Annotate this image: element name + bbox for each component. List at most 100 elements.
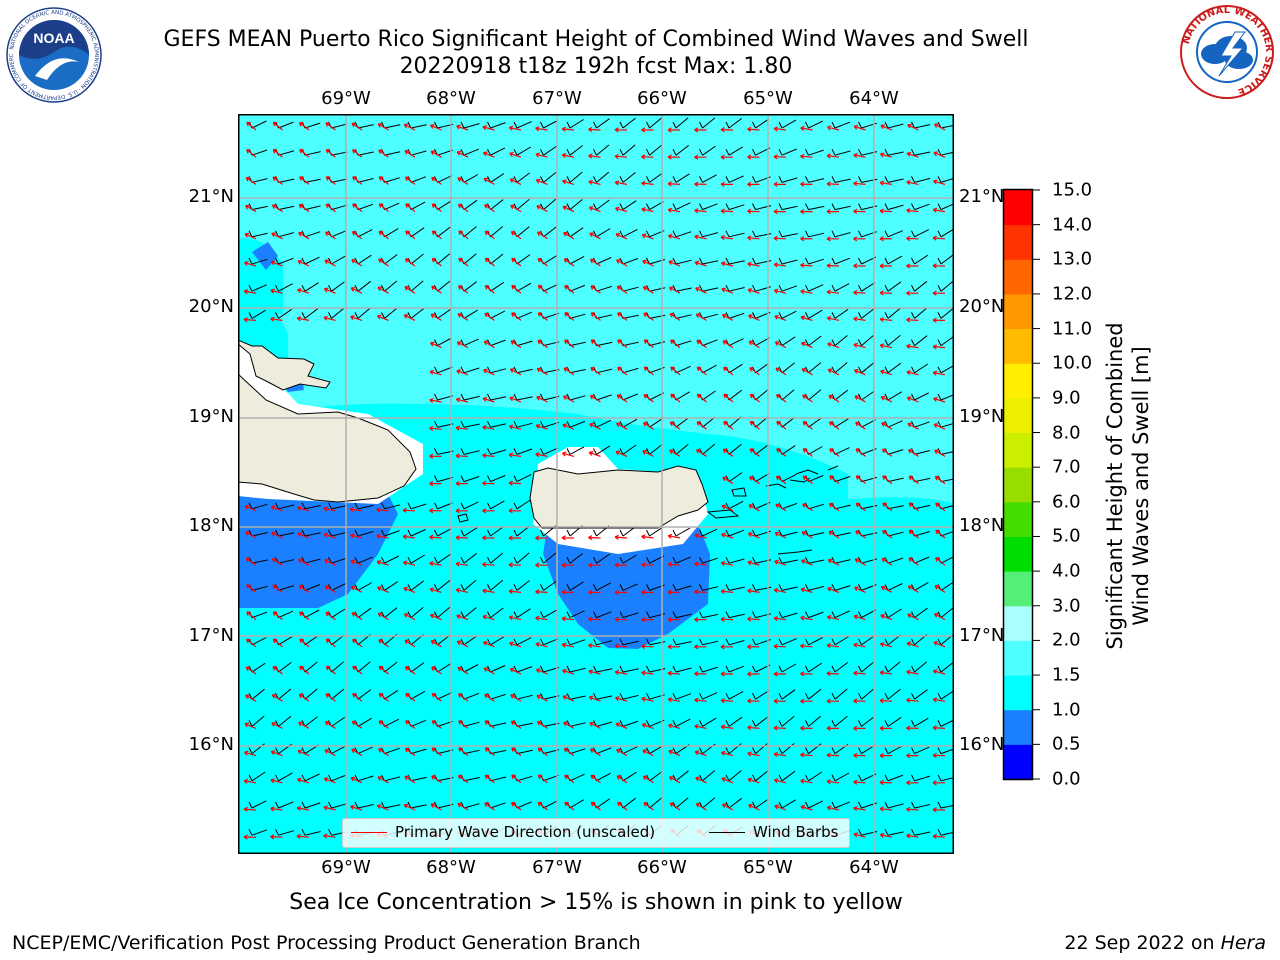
wind-barb: [513, 172, 531, 183]
wave-direction-arrow: [323, 833, 336, 839]
wave-direction-arrow: [535, 589, 548, 595]
wave-direction-arrow: [827, 558, 840, 566]
wave-direction-arrow: [906, 317, 919, 323]
wave-direction-arrow: [482, 508, 495, 514]
wave-direction-arrow: [271, 232, 283, 240]
lon-label-top: 69°W: [321, 88, 371, 109]
wind-barb: [858, 282, 876, 292]
wave-direction-arrow: [484, 720, 495, 729]
wave-direction-arrow: [906, 180, 919, 186]
wave-direction-arrow: [641, 723, 654, 729]
wave-direction-arrow: [879, 152, 893, 158]
wind-barb: [328, 801, 348, 809]
wind-barb: [301, 828, 321, 836]
wave-direction-arrow: [720, 671, 734, 677]
wave-direction-arrow: [245, 666, 257, 675]
wave-direction-arrow: [271, 531, 283, 539]
wave-direction-arrow: [352, 149, 363, 158]
wave-direction-arrow: [853, 725, 866, 732]
wave-direction-arrow: [617, 801, 628, 811]
wind-barb: [434, 337, 452, 347]
wind-barb: [672, 692, 692, 700]
wave-direction-arrow: [773, 262, 787, 268]
wind-barb: [566, 638, 586, 646]
wave-direction-arrow: [669, 776, 681, 784]
wind-barb: [699, 117, 716, 129]
wind-barb: [540, 145, 557, 156]
wave-direction-arrow: [669, 802, 681, 811]
wave-direction-arrow: [696, 339, 707, 349]
wave-direction-arrow: [641, 589, 654, 595]
wave-direction-arrow: [296, 833, 310, 839]
wind-barb: [619, 444, 637, 455]
wind-barb: [884, 362, 902, 374]
wind-barb: [354, 529, 374, 537]
wind-barb: [725, 638, 745, 646]
wind-barb: [540, 120, 558, 129]
wind-barb: [884, 148, 904, 156]
wave-direction-arrow: [747, 235, 760, 241]
colorbar-tick-label: 11.0: [1052, 318, 1093, 340]
wind-barb: [725, 118, 743, 129]
wave-direction-arrow: [270, 806, 283, 812]
wave-direction-arrow: [616, 285, 628, 294]
wave-direction-arrow: [614, 589, 627, 596]
wind-barb: [884, 281, 902, 292]
wave-direction-arrow: [748, 340, 760, 349]
wave-direction-arrow: [561, 535, 575, 541]
wave-direction-arrow: [906, 641, 919, 648]
wind-barb: [778, 556, 798, 564]
wave-direction-arrow: [879, 208, 893, 214]
wave-direction-arrow: [828, 502, 840, 512]
wind-barb: [566, 665, 586, 673]
wave-direction-arrow: [749, 367, 760, 376]
wave-direction-arrow: [642, 775, 654, 784]
wave-direction-arrow: [667, 616, 680, 623]
wind-barb: [672, 117, 689, 129]
wave-direction-arrow: [694, 181, 707, 187]
wave-direction-arrow: [826, 698, 840, 704]
wave-direction-arrow: [880, 369, 893, 376]
wind-barb: [752, 690, 770, 700]
wave-direction-arrow: [614, 669, 628, 675]
wave-direction-arrow: [934, 585, 946, 593]
wave-direction-arrow: [325, 611, 336, 621]
wave-direction-arrow: [906, 235, 919, 242]
wave-direction-arrow: [747, 724, 760, 731]
wave-direction-arrow: [457, 666, 469, 675]
wave-direction-arrow: [325, 203, 336, 213]
wind-barb: [646, 201, 664, 211]
colorbar-segment: [1004, 224, 1032, 260]
wave-direction-arrow: [853, 614, 866, 621]
wind-barb: [884, 255, 903, 265]
wave-direction-arrow: [826, 643, 840, 649]
wave-direction-arrow: [721, 532, 734, 539]
wind-barb: [937, 307, 954, 319]
wave-direction-arrow: [510, 340, 522, 349]
wave-direction-arrow: [667, 644, 681, 650]
wave-direction-arrow: [773, 181, 787, 187]
wave-direction-arrow: [694, 671, 707, 677]
wave-direction-arrow: [855, 448, 866, 457]
wind-barb: [328, 556, 347, 564]
wave-direction-arrow: [272, 638, 283, 648]
wave-direction-arrow: [272, 176, 283, 185]
wave-direction-arrow: [853, 670, 866, 676]
wind-barb: [699, 717, 717, 727]
wave-direction-arrow: [908, 529, 919, 539]
wave-direction-arrow: [270, 288, 283, 294]
wave-direction-arrow: [643, 366, 654, 376]
wave-direction-arrow: [590, 801, 601, 811]
footer-machine: Hera: [1220, 932, 1266, 954]
wave-direction-arrow: [349, 506, 363, 513]
wave-direction-arrow: [932, 697, 946, 703]
wave-direction-arrow: [773, 154, 787, 160]
wave-direction-arrow: [350, 776, 363, 784]
wave-direction-arrow: [482, 588, 495, 594]
footer-date: 22 Sep 2022 on Hera: [1064, 932, 1266, 954]
wind-barb: [566, 692, 586, 700]
wave-direction-arrow: [723, 421, 734, 430]
wave-direction-arrow: [298, 203, 310, 213]
wind-barb: [831, 335, 848, 346]
wave-direction-arrow: [404, 639, 416, 648]
